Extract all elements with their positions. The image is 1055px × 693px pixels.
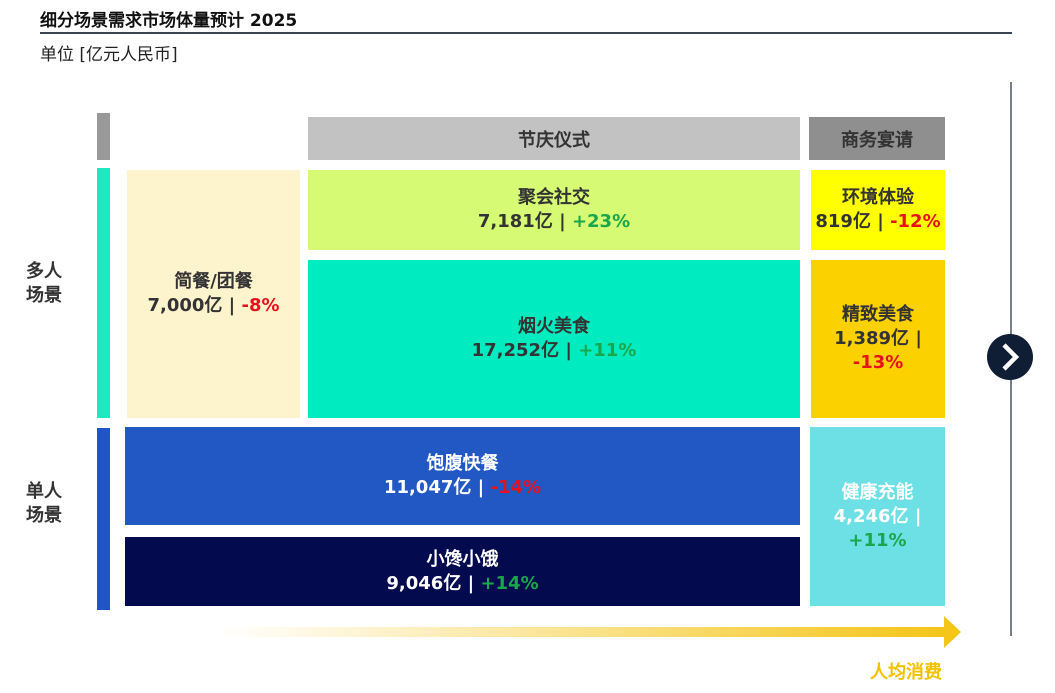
segment-change: -13% [852, 352, 904, 373]
row-label: 单人场景 [26, 481, 62, 526]
segment-change: -14% [490, 477, 542, 498]
segment-figures: 7,000亿 | -8% [147, 295, 280, 316]
unit: 单位 [亿元人民币] [40, 45, 178, 65]
segment-figures: 7,181亿 | +23% [477, 211, 631, 232]
axis-arrowhead [944, 616, 961, 648]
segment-cell: 简餐/团餐 7,000亿 | -8% [127, 170, 300, 418]
title: 细分场景需求市场体量预计 2025 [40, 11, 298, 31]
segment-value: 7,000亿 [147, 295, 223, 316]
segment-value: 17,252亿 [471, 340, 560, 361]
segment-cell: 小馋小饿 9,046亿 | +14% [125, 537, 800, 606]
segment-name: 简餐/团餐 [174, 271, 253, 292]
segment-value: 7,181亿 [477, 211, 553, 232]
segment-cell: 聚会社交 7,181亿 | +23% [308, 170, 800, 250]
segment-change: +23% [571, 211, 631, 232]
corner-bar [97, 113, 110, 160]
segment-cell: 健康充能 4,246亿 | +11% [810, 427, 945, 606]
column-header: 节庆仪式 [308, 117, 800, 160]
segment-name: 小馋小饿 [426, 548, 499, 570]
title-rule [40, 32, 1012, 34]
segment-cell: 环境体验 819亿 | -12% [811, 170, 945, 250]
segment-name: 精致美食 [842, 304, 914, 325]
row-label: 多人场景 [26, 261, 62, 306]
row-bar [97, 168, 110, 418]
segment-change: -12% [890, 211, 941, 232]
next-button[interactable] [987, 334, 1033, 380]
segment-value: 11,047亿 [383, 477, 472, 498]
segment-figures: 9,046亿 | +14% [386, 572, 539, 594]
axis-label: 人均消费 [870, 662, 942, 683]
axis-arrow [220, 627, 945, 637]
segment-figures: 17,252亿 | +11% [471, 340, 637, 361]
segment-cell: 精致美食 1,389亿 | -13% [811, 260, 945, 418]
segment-figures: 4,246亿 | +11% [833, 505, 922, 551]
segment-change: +11% [848, 529, 907, 551]
segment-name: 饱腹快餐 [426, 453, 499, 474]
segment-name: 健康充能 [841, 481, 914, 503]
segment-name: 环境体验 [842, 187, 914, 208]
segment-cell: 烟火美食 17,252亿 | +11% [308, 260, 800, 418]
segment-figures: 1,389亿 | -13% [834, 328, 922, 373]
row-bar [97, 428, 110, 610]
segment-cell: 饱腹快餐 11,047亿 | -14% [125, 427, 800, 525]
column-header: 商务宴请 [809, 117, 945, 160]
segment-change: +11% [578, 340, 637, 361]
segment-change: -8% [241, 295, 280, 316]
segment-name: 聚会社交 [518, 187, 590, 208]
segment-value: 9,046亿 [386, 572, 462, 594]
segment-name: 烟火美食 [518, 316, 590, 337]
segment-figures: 819亿 | -12% [815, 211, 941, 232]
segment-value: 1,389亿 [834, 328, 910, 349]
segment-change: +14% [480, 572, 539, 594]
segment-value: 819亿 [815, 211, 871, 232]
segment-value: 4,246亿 [833, 505, 909, 527]
segment-figures: 11,047亿 | -14% [383, 477, 542, 498]
